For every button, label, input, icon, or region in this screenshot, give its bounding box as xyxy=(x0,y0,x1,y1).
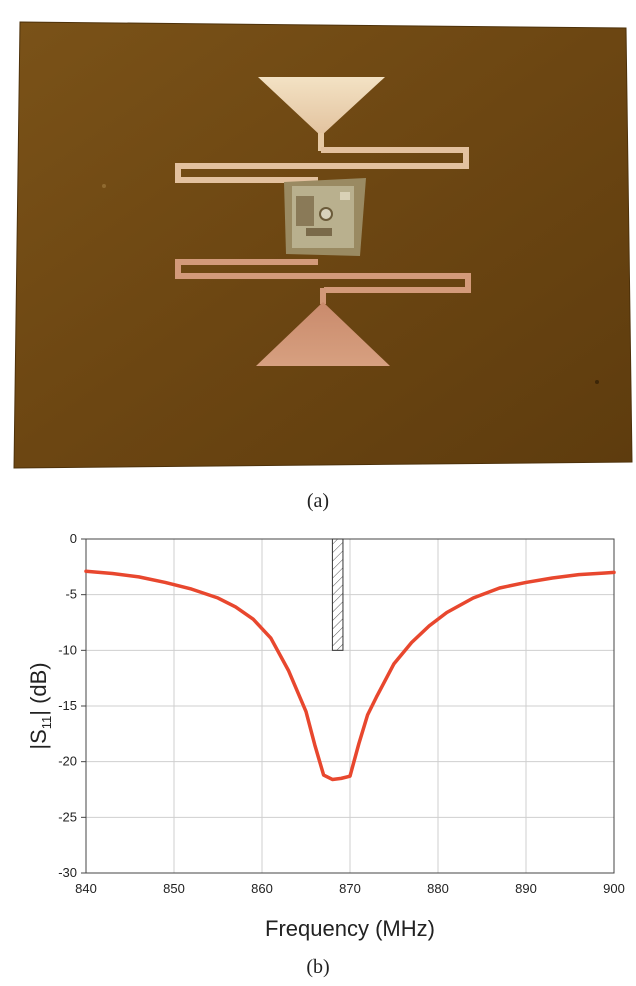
y-tick-label: -10 xyxy=(58,642,77,657)
x-tick-label: 850 xyxy=(163,881,185,896)
hatched-band xyxy=(331,538,344,651)
lower-meander-line xyxy=(175,259,471,293)
y-tick-label: -5 xyxy=(65,587,77,602)
caption-a: (a) xyxy=(306,490,330,512)
x-tick-label: 870 xyxy=(339,881,361,896)
lower-triangle-patch xyxy=(256,302,390,366)
y-axis-label: |S11| (dB) xyxy=(26,662,54,749)
rfid-chip-module xyxy=(284,178,366,256)
caption-b: (b) xyxy=(306,956,330,978)
y-tick-label: -20 xyxy=(58,754,77,769)
x-tick-label: 860 xyxy=(251,881,273,896)
upper-meander-line xyxy=(175,147,469,183)
y-tick-label: 0 xyxy=(70,531,77,546)
s11-series-line xyxy=(84,569,616,782)
lower-feed-line xyxy=(320,288,326,304)
y-tick-label: -25 xyxy=(58,809,77,824)
upper-feed-line xyxy=(318,133,324,151)
board-mark xyxy=(102,184,106,188)
x-tick-label: 890 xyxy=(515,881,537,896)
board-mark xyxy=(595,380,599,384)
y-tick-label: -30 xyxy=(58,865,77,880)
grid xyxy=(85,538,615,874)
upper-triangle-patch xyxy=(258,77,385,136)
x-tick-label: 840 xyxy=(75,881,97,896)
s11-chart: 840 850 860 870 880 890 900 0 -5 -10 -15 -20 -25 -30… xyxy=(26,531,625,941)
x-tick-label: 880 xyxy=(427,881,449,896)
x-axis-label: Frequency (MHz) xyxy=(265,916,435,941)
y-tick-label: -15 xyxy=(58,698,77,713)
antenna-prototype-photo xyxy=(0,0,636,480)
x-tick-label: 900 xyxy=(603,881,625,896)
